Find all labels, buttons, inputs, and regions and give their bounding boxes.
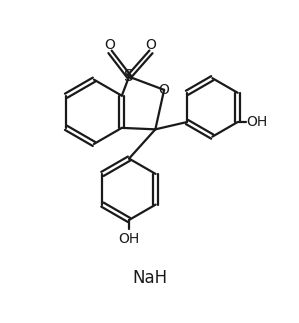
Text: OH: OH [246, 115, 267, 129]
Text: S: S [124, 69, 134, 84]
Text: OH: OH [118, 232, 140, 246]
Text: O: O [105, 37, 115, 52]
Text: O: O [159, 83, 170, 97]
Text: NaH: NaH [132, 269, 167, 287]
Text: O: O [146, 37, 156, 52]
